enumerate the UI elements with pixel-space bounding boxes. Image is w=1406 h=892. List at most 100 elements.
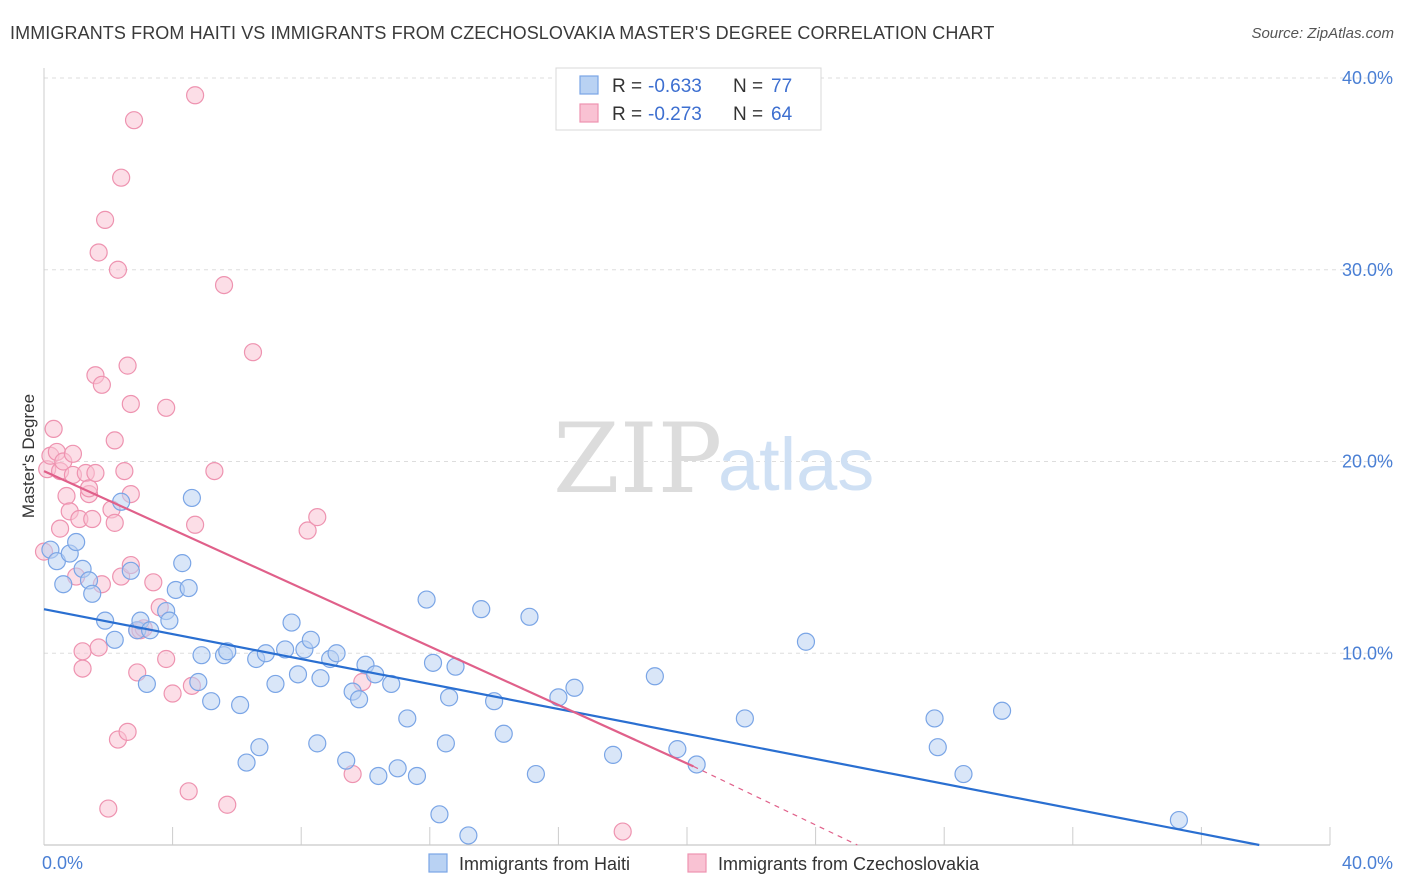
bottom-legend-haiti: Immigrants from Haiti <box>459 854 630 874</box>
haiti-point <box>645 667 664 686</box>
x-tick-label-min: 0.0% <box>42 853 83 873</box>
czech-point <box>50 519 70 538</box>
haiti-point <box>288 665 308 684</box>
haiti-point <box>218 642 237 661</box>
czech-point <box>218 795 237 814</box>
czech-point <box>121 394 140 414</box>
haiti-point <box>160 611 179 630</box>
czech-point <box>613 822 632 841</box>
czech-point <box>118 722 137 741</box>
czech-point <box>63 444 83 463</box>
haiti-point <box>276 640 295 659</box>
y-tick-label: 20.0% <box>1342 452 1393 472</box>
czech-point <box>308 508 327 527</box>
y-tick-label: 10.0% <box>1342 643 1393 663</box>
haiti-point <box>407 766 427 786</box>
legend-swatch-czech <box>579 103 599 123</box>
haiti-point <box>308 734 327 753</box>
haiti-point <box>398 709 417 728</box>
y-axis-title: Master's Degree <box>19 394 38 518</box>
haiti-point <box>337 751 356 770</box>
haiti-point <box>928 738 947 757</box>
haiti-point <box>735 709 754 728</box>
haiti-point <box>327 644 346 663</box>
haiti-point <box>459 826 478 845</box>
czech-point <box>205 461 224 481</box>
haiti-point <box>668 740 687 759</box>
czech-point <box>186 515 205 534</box>
czech-point <box>95 210 115 229</box>
haiti-point <box>1169 810 1188 830</box>
czech-point <box>73 642 92 661</box>
haiti-point <box>954 764 973 784</box>
haiti-point <box>417 590 436 609</box>
czech-point <box>99 799 118 818</box>
y-tick-label: 40.0% <box>1342 68 1393 88</box>
czech-point <box>157 649 176 669</box>
legend-czech-r-label: R = <box>612 104 642 125</box>
haiti-point <box>189 672 208 692</box>
haiti-point <box>301 630 320 649</box>
bottom-legend-swatch-czech <box>687 853 707 873</box>
haiti-point <box>436 734 455 753</box>
haiti-point <box>282 613 301 632</box>
czech-point <box>214 275 234 295</box>
haiti-point <box>494 724 513 743</box>
haiti-point <box>349 690 369 709</box>
legend-czech-r-value: -0.273 <box>648 104 702 125</box>
czech-point <box>108 260 128 279</box>
legend-czech-n-label: N = <box>733 104 763 125</box>
legend-box: R = -0.633 N = 77 R = -0.273 N = 64 <box>555 67 822 131</box>
czech-point <box>44 419 63 439</box>
haiti-point <box>266 674 285 694</box>
haiti-point <box>439 688 459 707</box>
legend-swatch-haiti <box>579 75 599 95</box>
haiti-point <box>526 764 545 784</box>
czech-point <box>115 461 134 481</box>
czech-point <box>89 638 108 657</box>
watermark-zip: ZIP <box>553 403 722 515</box>
haiti-point <box>603 745 623 764</box>
haiti-point <box>231 695 250 715</box>
haiti-point <box>565 678 584 697</box>
legend-haiti-r-value: -0.633 <box>648 76 702 97</box>
haiti-point <box>796 632 816 651</box>
legend-frame <box>555 67 822 131</box>
trend-lines <box>43 470 1260 847</box>
czech-trend-line <box>43 470 694 768</box>
czech-points <box>34 86 632 841</box>
haiti-point <box>83 584 102 603</box>
czech-point <box>157 398 176 417</box>
gridlines <box>44 77 1395 654</box>
czech-point <box>86 463 105 483</box>
haiti-trend-line <box>43 608 1260 847</box>
czech-point <box>118 356 137 375</box>
haiti-point <box>179 578 198 598</box>
haiti-point <box>173 554 192 573</box>
czech-point <box>144 573 163 592</box>
watermark-atlas: atlas <box>718 423 874 506</box>
czech-point <box>57 486 76 506</box>
haiti-point <box>430 805 449 824</box>
legend-czech-n-value: 64 <box>771 104 793 125</box>
czech-point <box>179 782 198 801</box>
haiti-point <box>237 753 256 772</box>
bottom-legend-czech: Immigrants from Czechoslovakia <box>718 854 980 874</box>
czech-point <box>105 431 124 450</box>
haiti-points <box>41 488 1188 845</box>
haiti-point <box>311 669 330 688</box>
haiti-point <box>54 575 73 594</box>
haiti-point <box>182 488 201 508</box>
haiti-point <box>423 653 443 672</box>
haiti-point <box>137 674 156 694</box>
legend-haiti-n-label: N = <box>733 76 763 97</box>
haiti-point <box>472 600 491 619</box>
czech-trend-extension <box>693 765 858 846</box>
source-credit: Source: ZipAtlas.com <box>1251 25 1394 42</box>
haiti-point <box>105 630 124 649</box>
legend-haiti-n-value: 77 <box>771 76 792 97</box>
legend-haiti-r-label: R = <box>612 76 642 97</box>
x-tick-label-max: 40.0% <box>1342 853 1393 873</box>
haiti-point <box>250 738 269 757</box>
